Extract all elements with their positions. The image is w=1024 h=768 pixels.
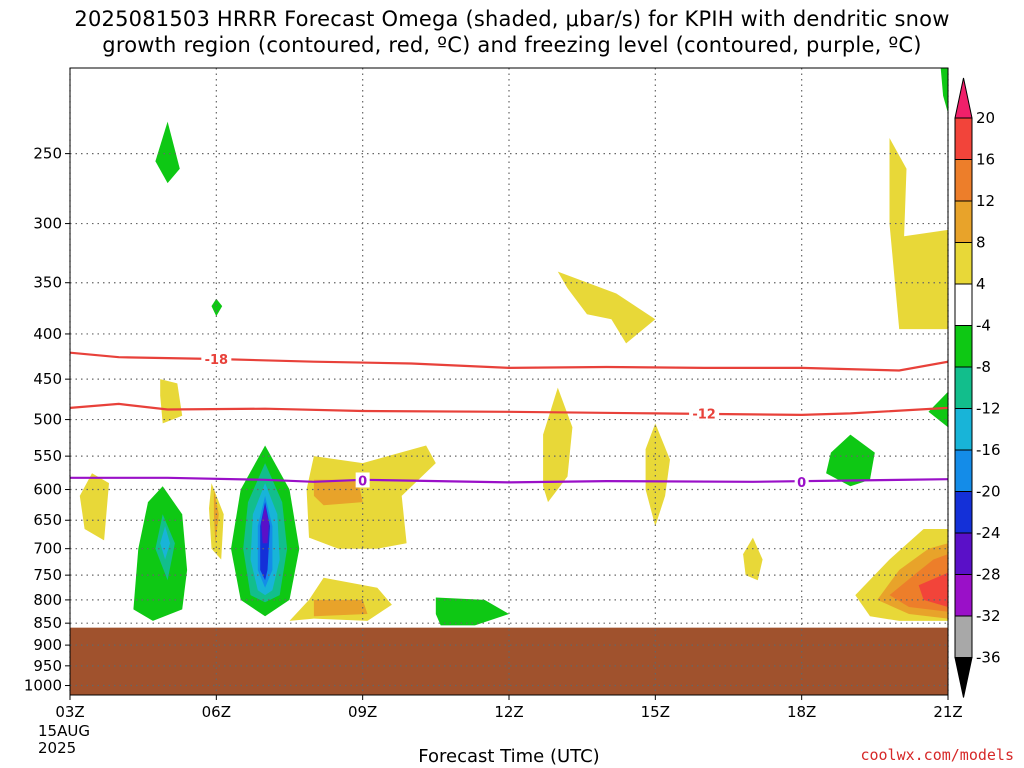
dgz-contour-1 xyxy=(70,402,948,417)
grid-lines xyxy=(69,68,949,695)
page-title: 2025081503 HRRR Forecast Omega (shaded, … xyxy=(0,6,1024,58)
colorbar-label: 16 xyxy=(976,151,995,169)
x-tick-label: 03Z xyxy=(55,703,84,721)
omega-region-3 xyxy=(79,473,109,541)
colorbar-label: -24 xyxy=(976,524,1001,542)
omega-region-22 xyxy=(645,423,670,527)
omega-region-23 xyxy=(743,537,763,581)
freezing-level-contour-2 xyxy=(70,476,948,484)
omega-region-19 xyxy=(435,597,509,626)
contour-layer: -18 -12 0 0 xyxy=(70,351,948,491)
colorbar-swatch-3 xyxy=(954,200,973,243)
omega-region-26 xyxy=(940,68,948,114)
omega-region-2 xyxy=(160,379,183,424)
colorbar-label: -28 xyxy=(976,566,1001,584)
omega-region-21 xyxy=(543,387,573,503)
y-tick-label: 300 xyxy=(33,215,62,233)
y-tick-label: 1000 xyxy=(24,677,62,695)
y-tick-label: 900 xyxy=(33,636,62,654)
x-tick-label: 09Z xyxy=(348,703,377,721)
contour-label-bg xyxy=(355,472,370,488)
colorbar-label: 4 xyxy=(976,275,986,293)
omega-region-24 xyxy=(826,434,875,487)
contour-label-bg xyxy=(689,405,720,421)
title-line-1: 2025081503 HRRR Forecast Omega (shaded, … xyxy=(74,7,950,31)
colorbar-label: -20 xyxy=(976,483,1001,501)
colorbar-label: -32 xyxy=(976,607,1001,625)
omega-region-16 xyxy=(313,479,363,506)
colorbar-swatch-4 xyxy=(954,242,973,285)
colorbar-swatch-7 xyxy=(954,366,973,409)
colorbar-label: -36 xyxy=(976,649,1001,667)
y-tick-label: 600 xyxy=(33,481,62,499)
y-tick-label: 350 xyxy=(33,274,62,292)
colorbar-label: 12 xyxy=(976,192,995,210)
omega-region-0 xyxy=(155,121,180,184)
y-tick-label: 500 xyxy=(33,411,62,429)
colorbar-swatch-9 xyxy=(954,449,973,492)
y-tick-label: 750 xyxy=(33,566,62,584)
colorbar-label: 20 xyxy=(976,109,995,127)
omega-region-27 xyxy=(889,138,948,330)
colorbar-top-arrow xyxy=(954,77,973,119)
contour-label-2: 0 xyxy=(358,474,367,489)
x-tick-label: 06Z xyxy=(202,703,231,721)
colorbar-label: -16 xyxy=(976,441,1001,459)
colorbar-swatch-6 xyxy=(954,325,973,368)
colorbar-swatch-11 xyxy=(954,532,973,575)
omega-region-8 xyxy=(213,489,219,544)
contour-label-3: 0 xyxy=(797,476,806,491)
y-tick-label: 250 xyxy=(33,145,62,163)
colorbar-bottom-arrow xyxy=(954,657,973,698)
omega-region-20 xyxy=(557,271,656,344)
omega-shading-layer xyxy=(79,68,948,626)
y-tick-label: 550 xyxy=(33,447,62,465)
y-tick-label: 650 xyxy=(33,511,62,529)
x-date-label: 15AUG xyxy=(38,722,90,740)
x-tick-label: 15Z xyxy=(641,703,670,721)
x-tick-label: 18Z xyxy=(787,703,816,721)
colorbar: 20 16 12 8 4 -4 -8 -12 -16 -20 -24 -28 -32 -36 xyxy=(954,77,1001,698)
x-axis-label: Forecast Time (UTC) xyxy=(418,746,600,767)
colorbar-swatch-2 xyxy=(954,159,973,202)
x-date-label: 2025 xyxy=(38,739,76,757)
y-axis-ticks: 250 300 350 400 450 500 550 600 650 700 750 800 850 9… xyxy=(24,145,70,695)
colorbar-label: 8 xyxy=(976,234,986,252)
omega-region-18 xyxy=(313,599,368,617)
colorbar-swatch-13 xyxy=(954,615,973,658)
colorbar-swatch-5 xyxy=(954,283,973,326)
title-line-2: growth region (contoured, red, ºC) and f… xyxy=(102,33,922,57)
y-tick-label: 850 xyxy=(33,614,62,632)
credit-link[interactable]: coolwx.com/models xyxy=(860,746,1014,764)
colorbar-label: -8 xyxy=(976,358,991,376)
colorbar-swatch-12 xyxy=(954,574,973,617)
omega-region-14 xyxy=(261,505,269,544)
omega-region-6 xyxy=(160,526,170,560)
contour-label-bg xyxy=(794,473,809,489)
omega-region-15 xyxy=(306,445,436,549)
colorbar-swatch-1 xyxy=(954,117,973,160)
x-tick-label: 12Z xyxy=(494,703,523,721)
x-tick-label: 21Z xyxy=(933,703,962,721)
y-tick-label: 800 xyxy=(33,591,62,609)
y-tick-label: 950 xyxy=(33,657,62,675)
omega-region-31 xyxy=(918,572,948,607)
y-tick-label: 700 xyxy=(33,540,62,558)
contour-label-bg xyxy=(201,351,232,367)
colorbar-label: -4 xyxy=(976,317,991,335)
colorbar-label: -12 xyxy=(976,400,1001,418)
dgz-contour-0 xyxy=(70,351,948,372)
colorbar-swatch-8 xyxy=(954,408,973,451)
contour-label-0: -18 xyxy=(205,353,229,368)
contour-label-1: -12 xyxy=(692,407,716,422)
y-tick-label: 450 xyxy=(33,370,62,388)
colorbar-swatch-10 xyxy=(954,491,973,534)
terrain-ground xyxy=(70,627,948,695)
omega-region-1 xyxy=(211,298,223,317)
y-tick-label: 400 xyxy=(33,325,62,343)
